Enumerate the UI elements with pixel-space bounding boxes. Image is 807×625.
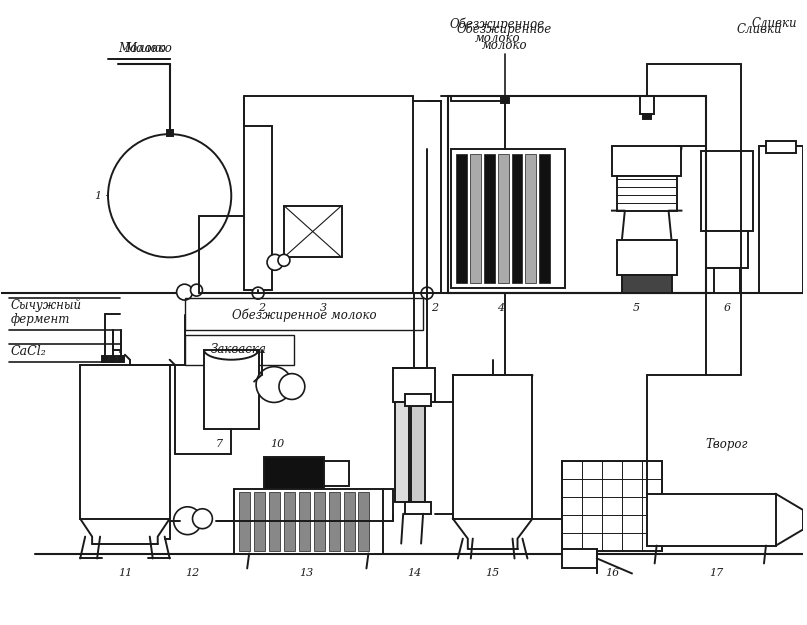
Circle shape xyxy=(193,509,212,529)
Bar xyxy=(239,492,250,551)
Bar xyxy=(284,206,341,258)
Bar xyxy=(617,176,676,211)
Bar xyxy=(622,275,671,293)
Circle shape xyxy=(256,367,292,402)
Text: молоко: молоко xyxy=(475,32,521,45)
Bar xyxy=(234,489,383,554)
Text: молоко: молоко xyxy=(482,39,528,52)
Circle shape xyxy=(278,254,290,266)
Text: 12: 12 xyxy=(186,568,199,578)
Bar xyxy=(413,101,441,293)
Circle shape xyxy=(252,287,264,299)
Bar xyxy=(358,492,370,551)
Text: 3: 3 xyxy=(320,303,328,313)
Bar xyxy=(118,356,124,362)
Bar xyxy=(562,549,597,568)
Text: 6: 6 xyxy=(724,303,731,313)
Text: Сливки: Сливки xyxy=(751,18,797,30)
Bar xyxy=(395,402,409,502)
Text: СаСl₂: СаСl₂ xyxy=(10,345,46,358)
Bar xyxy=(706,231,748,268)
Bar xyxy=(759,146,803,293)
Bar xyxy=(328,492,340,551)
Bar xyxy=(714,268,740,293)
Text: Сычужный: Сычужный xyxy=(10,299,82,311)
Text: Обезжиренное: Обезжиренное xyxy=(450,17,546,31)
Bar xyxy=(448,96,706,293)
Bar xyxy=(405,502,431,514)
Text: 11: 11 xyxy=(118,568,132,578)
Bar xyxy=(299,492,310,551)
Bar xyxy=(456,154,466,283)
Bar xyxy=(269,492,280,551)
Bar xyxy=(264,457,324,489)
Circle shape xyxy=(108,134,232,258)
Bar xyxy=(646,494,776,546)
Text: Молоко: Молоко xyxy=(123,42,172,55)
Bar xyxy=(451,149,565,288)
Text: 13: 13 xyxy=(299,568,314,578)
Bar xyxy=(393,368,435,402)
Text: 17: 17 xyxy=(709,568,723,578)
Bar xyxy=(617,241,676,275)
Text: 2: 2 xyxy=(258,303,266,313)
Bar xyxy=(612,146,681,176)
Bar xyxy=(498,154,508,283)
Text: 10: 10 xyxy=(270,439,284,449)
Bar xyxy=(701,151,753,231)
Bar xyxy=(102,356,108,362)
Bar xyxy=(344,492,354,551)
Bar xyxy=(453,374,533,519)
Bar xyxy=(167,130,173,136)
Bar xyxy=(766,141,796,153)
Text: 5: 5 xyxy=(633,303,640,313)
Bar xyxy=(562,461,662,551)
Text: Творог: Творог xyxy=(705,438,747,451)
Bar xyxy=(324,461,349,486)
Text: 15: 15 xyxy=(486,568,500,578)
Bar xyxy=(411,402,425,502)
Bar xyxy=(254,492,265,551)
Bar xyxy=(185,335,294,364)
Bar xyxy=(640,96,654,114)
Circle shape xyxy=(267,254,283,270)
Bar xyxy=(525,154,537,283)
Text: 2: 2 xyxy=(432,303,438,313)
Bar xyxy=(245,126,272,290)
Bar xyxy=(642,114,650,119)
Bar xyxy=(284,492,295,551)
Bar xyxy=(483,154,495,283)
Bar xyxy=(204,350,259,429)
Bar xyxy=(539,154,550,283)
Text: 14: 14 xyxy=(407,568,421,578)
Bar xyxy=(512,154,522,283)
Text: Молоко: Молоко xyxy=(118,42,166,55)
Text: Сливки: Сливки xyxy=(736,23,782,36)
Circle shape xyxy=(279,374,305,399)
Bar xyxy=(185,298,423,330)
Text: 7: 7 xyxy=(215,439,223,449)
Text: Обезжиренное: Обезжиренное xyxy=(457,23,552,36)
Text: 16: 16 xyxy=(604,568,619,578)
Bar xyxy=(500,98,508,103)
Bar xyxy=(314,492,324,551)
Circle shape xyxy=(177,284,193,300)
Circle shape xyxy=(190,284,203,296)
Text: Закваска: Закваска xyxy=(211,343,267,356)
Text: 4: 4 xyxy=(497,303,504,313)
Circle shape xyxy=(174,507,202,534)
Text: 1 -: 1 - xyxy=(95,191,110,201)
Text: Обезжиренное молоко: Обезжиренное молоко xyxy=(232,308,376,322)
Bar xyxy=(470,154,481,283)
Bar xyxy=(110,356,116,362)
Text: фермент: фермент xyxy=(10,314,70,326)
Circle shape xyxy=(421,287,433,299)
Bar xyxy=(80,364,169,519)
Bar xyxy=(405,394,431,406)
